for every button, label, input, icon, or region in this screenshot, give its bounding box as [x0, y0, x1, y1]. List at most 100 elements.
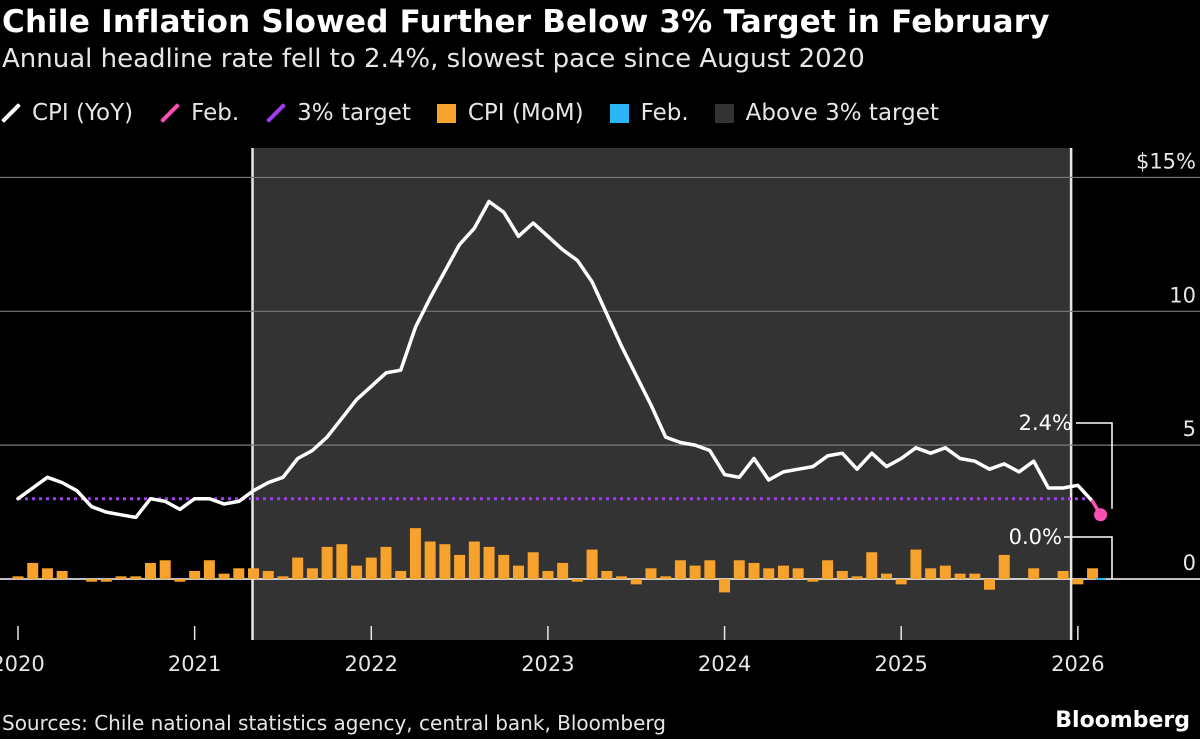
bar-cpi-mom	[748, 562, 760, 579]
x-tick-label: 2022	[345, 652, 398, 676]
bar-cpi-mom	[601, 570, 613, 579]
legend-item-cpi-mom: CPI (MoM)	[436, 100, 584, 126]
bar-cpi-mom	[380, 546, 392, 579]
x-tick-label: 2023	[521, 652, 574, 676]
legend-item-target: 3% target	[265, 100, 411, 126]
line-cpi-yoy	[16, 199, 1095, 520]
bar-cpi-mom	[895, 579, 907, 585]
bar-cpi-mom	[616, 576, 628, 579]
annotation-mom-value: 0.0%	[1009, 525, 1062, 549]
point-feb-yoy	[1094, 508, 1108, 522]
bar-cpi-mom	[395, 570, 407, 579]
bar-cpi-mom	[351, 565, 363, 579]
legend-item-above-target: Above 3% target	[714, 100, 939, 126]
legend-label: Feb.	[191, 100, 240, 126]
x-tick-label: 2026	[1051, 652, 1104, 676]
bar-cpi-mom	[910, 549, 922, 579]
bar-cpi-mom	[586, 549, 598, 579]
bar-cpi-mom	[763, 568, 775, 579]
bar-cpi-mom	[468, 541, 480, 579]
legend-label: CPI (MoM)	[467, 100, 584, 126]
bar-cpi-mom	[144, 562, 156, 579]
bar-cpi-mom	[984, 579, 996, 590]
bar-cpi-mom	[12, 576, 24, 579]
bar-cpi-mom	[483, 546, 495, 579]
bar-cpi-mom	[306, 568, 318, 579]
bar-cpi-mom	[866, 552, 878, 579]
bar-cpi-mom	[159, 560, 171, 579]
bar-cpi-mom	[115, 576, 127, 579]
bar-cpi-mom	[498, 554, 510, 579]
bar-cpi-mom	[954, 573, 966, 579]
bar-cpi-mom	[262, 570, 274, 579]
bar-cpi-mom	[277, 576, 289, 579]
y-tick-label: $15%	[1136, 149, 1196, 173]
brand-logo: Bloomberg	[1055, 708, 1190, 733]
bar-cpi-mom	[527, 552, 539, 579]
bar-cpi-mom	[365, 557, 377, 579]
bar-cpi-mom	[189, 570, 201, 579]
legend-label: CPI (YoY)	[32, 100, 134, 126]
legend-item-feb-mom: Feb.	[609, 100, 689, 126]
bar-cpi-mom	[130, 576, 142, 579]
legend-line-icon	[0, 103, 20, 123]
bar-cpi-mom	[100, 579, 112, 582]
bar-cpi-mom	[571, 579, 583, 582]
annotation-leader-mom	[1064, 536, 1113, 579]
legend: CPI (YoY) Feb. 3% target CPI (MoM) Feb. …	[0, 98, 965, 128]
bar-cpi-mom	[292, 557, 304, 579]
legend-line-icon	[159, 103, 179, 123]
bar-cpi-mom	[336, 544, 348, 579]
y-tick-label: 10	[1169, 283, 1196, 307]
bar-cpi-mom	[233, 568, 245, 579]
legend-item-feb-yoy: Feb.	[159, 100, 239, 126]
bar-cpi-mom	[836, 570, 848, 579]
x-tick-label: 2021	[168, 652, 221, 676]
x-tick-label: 2024	[698, 652, 751, 676]
legend-line-icon	[265, 103, 285, 123]
bar-cpi-mom	[880, 573, 892, 579]
bar-cpi-mom	[174, 579, 186, 582]
bar-cpi-mom	[218, 573, 230, 579]
bar-cpi-mom	[321, 546, 333, 579]
annotation-leader-yoy	[1076, 422, 1113, 509]
bar-cpi-mom	[645, 568, 657, 579]
bar-cpi-mom	[822, 560, 834, 579]
bar-cpi-mom	[557, 562, 569, 579]
bar-cpi-mom	[41, 568, 53, 579]
bar-cpi-mom	[733, 560, 745, 579]
bar-cpi-mom	[542, 570, 554, 579]
bar-cpi-mom	[807, 579, 819, 582]
bar-cpi-mom	[777, 565, 789, 579]
bar-cpi-mom	[925, 568, 937, 579]
legend-label: 3% target	[297, 100, 411, 126]
bar-cpi-mom	[719, 579, 731, 593]
bar-cpi-mom	[1072, 579, 1084, 585]
chart-title: Chile Inflation Slowed Further Below 3% …	[2, 4, 1050, 40]
bar-cpi-mom	[248, 568, 260, 579]
bar-cpi-mom	[1057, 570, 1069, 579]
bar-cpi-mom	[409, 528, 421, 579]
legend-box-icon	[609, 103, 629, 123]
bar-cpi-mom	[674, 560, 686, 579]
annotation-yoy-value: 2.4%	[1019, 411, 1072, 435]
chart-plot: $15% 10 5 0 2.4% 0.0% 2020 2021 2022 2023 2024 20…	[0, 148, 1200, 676]
bar-feb-mom	[1095, 578, 1106, 580]
bar-cpi-mom	[1028, 568, 1040, 579]
bar-cpi-mom	[704, 560, 716, 579]
bar-cpi-mom	[998, 554, 1010, 579]
bar-cpi-mom	[689, 565, 701, 579]
legend-label: Above 3% target	[745, 100, 939, 126]
chart-subtitle: Annual headline rate fell to 2.4%, slowe…	[2, 44, 865, 74]
legend-box-icon	[436, 103, 456, 123]
y-tick-label: 5	[1183, 417, 1196, 441]
x-tick-label: 2020	[0, 652, 45, 676]
bar-cpi-mom	[439, 544, 451, 579]
x-tick-label: 2025	[874, 652, 927, 676]
bar-cpi-mom	[792, 568, 804, 579]
bar-cpi-mom	[660, 576, 672, 579]
bar-cpi-mom	[630, 579, 642, 585]
bar-cpi-mom	[512, 565, 524, 579]
bar-cpi-mom	[27, 562, 39, 579]
bar-cpi-mom	[969, 573, 981, 579]
